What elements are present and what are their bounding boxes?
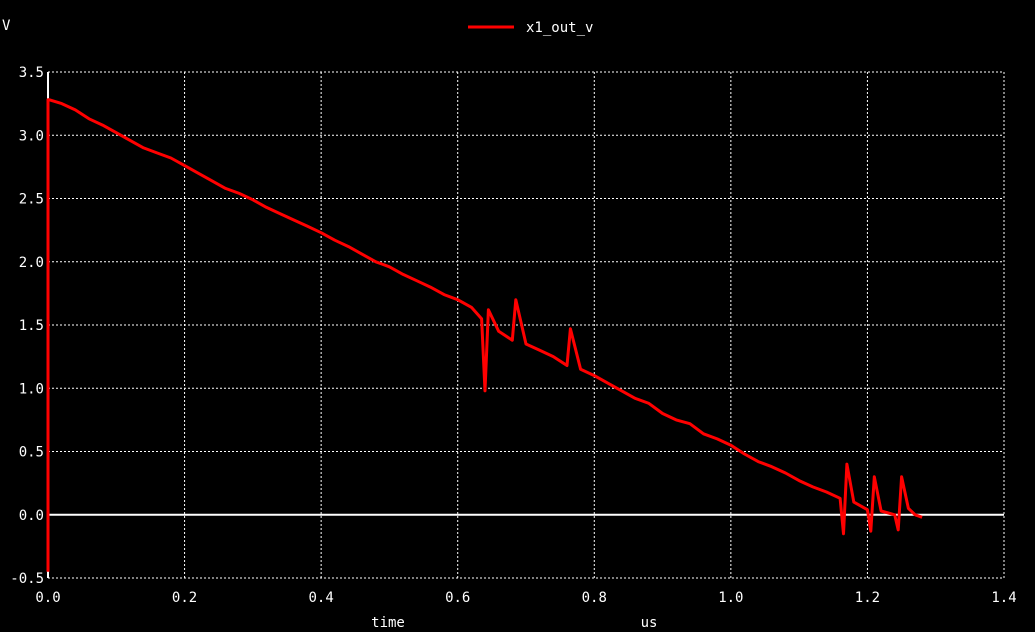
tick-labels: 0.0 0.2 0.4 0.6 0.8 1.0 1.2 1.4 -0.5 0.0 0.5 1.0 1.5… bbox=[10, 65, 1016, 606]
y-tick-label: 1.0 bbox=[19, 381, 44, 397]
x-tick-label: 1.0 bbox=[718, 590, 743, 606]
y-tick-label: 0.5 bbox=[19, 445, 44, 461]
y-tick-label: 0.0 bbox=[19, 508, 44, 524]
x-tick-label: 0.8 bbox=[582, 590, 607, 606]
traces bbox=[46, 98, 923, 572]
x-tick-label: 0.6 bbox=[445, 590, 470, 606]
x-tick-label: 1.2 bbox=[855, 590, 880, 606]
x-tick-label: 0.2 bbox=[172, 590, 197, 606]
x-tick-label: 1.4 bbox=[991, 590, 1016, 606]
x-axis-unit: us bbox=[641, 615, 658, 631]
x-tick-label: 0.0 bbox=[35, 590, 60, 606]
y-tick-label: 3.5 bbox=[19, 65, 44, 81]
series-line-x1_out_v bbox=[46, 98, 923, 572]
x-axis-label: time bbox=[371, 615, 405, 631]
y-tick-label: -0.5 bbox=[10, 571, 44, 587]
legend[interactable]: x1_out_v bbox=[468, 20, 593, 36]
y-unit-label: V bbox=[2, 18, 11, 34]
grid bbox=[47, 71, 1005, 579]
x-tick-label: 0.4 bbox=[308, 590, 333, 606]
y-tick-label: 3.0 bbox=[19, 128, 44, 144]
y-tick-label: 2.5 bbox=[19, 192, 44, 208]
y-tick-label: 1.5 bbox=[19, 318, 44, 334]
y-tick-label: 2.0 bbox=[19, 255, 44, 271]
legend-label: x1_out_v bbox=[526, 20, 593, 36]
